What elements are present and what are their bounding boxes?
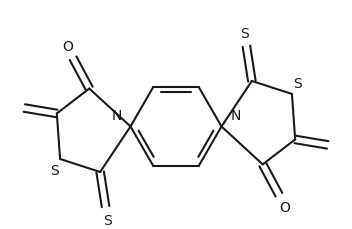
- Text: N: N: [112, 109, 122, 123]
- Text: S: S: [50, 163, 59, 177]
- Text: O: O: [62, 40, 73, 54]
- Text: S: S: [240, 27, 249, 41]
- Text: O: O: [279, 200, 290, 214]
- Text: S: S: [293, 77, 302, 91]
- Text: S: S: [103, 213, 112, 227]
- Text: N: N: [230, 109, 240, 123]
